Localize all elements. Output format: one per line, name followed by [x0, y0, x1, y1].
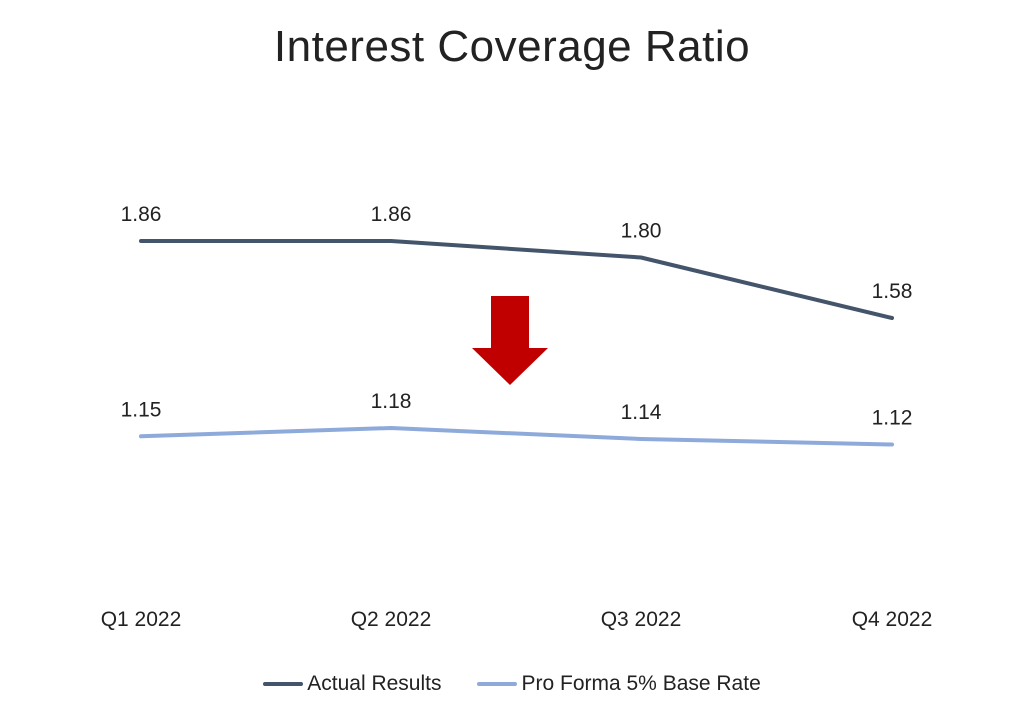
series-line-1 [139, 426, 894, 447]
chart-legend: Actual Results Pro Forma 5% Base Rate [0, 672, 1024, 696]
data-label: 1.18 [371, 390, 412, 413]
legend-swatch-actual-results [263, 682, 304, 686]
data-label: 1.58 [872, 280, 913, 303]
data-label: 1.86 [121, 203, 162, 226]
legend-swatch-pro-forma [477, 682, 518, 686]
x-tick-label: Q1 2022 [101, 608, 182, 631]
x-tick-label: Q4 2022 [852, 608, 933, 631]
data-label: 1.15 [121, 398, 162, 421]
x-tick-label: Q3 2022 [601, 608, 682, 631]
data-label: 1.12 [872, 407, 913, 430]
data-label: 1.14 [621, 401, 662, 424]
legend-item-pro-forma: Pro Forma 5% Base Rate [477, 672, 761, 696]
down-arrow-icon [472, 296, 548, 385]
legend-label-pro-forma: Pro Forma 5% Base Rate [521, 672, 761, 695]
x-tick-label: Q2 2022 [351, 608, 432, 631]
series-line-0 [139, 239, 894, 320]
legend-label-actual-results: Actual Results [307, 672, 442, 695]
legend-item-actual-results: Actual Results [263, 672, 441, 696]
data-label: 1.80 [621, 220, 662, 243]
data-label: 1.86 [371, 203, 412, 226]
chart-title: Interest Coverage Ratio [273, 22, 751, 71]
